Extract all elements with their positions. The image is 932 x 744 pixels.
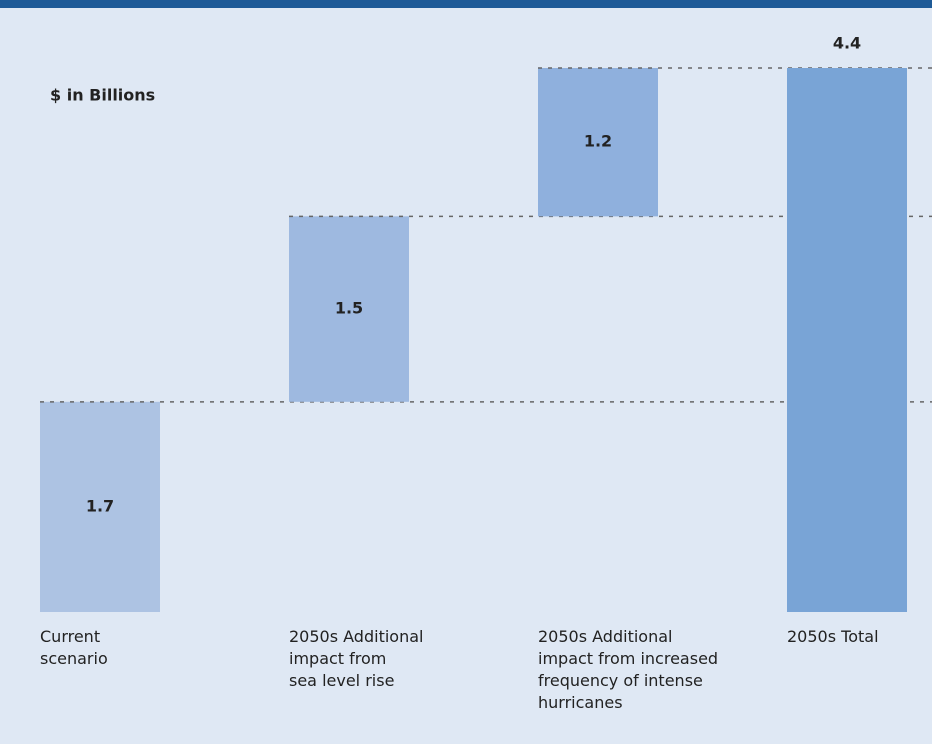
bar	[40, 401, 160, 612]
bar	[289, 216, 409, 402]
bar	[538, 68, 658, 217]
x-tick-label: 2050s Additional impact from sea level r…	[289, 627, 424, 690]
value-label: 4.4	[833, 34, 861, 53]
x-tick-label: 2050s Additional impact from increased f…	[538, 627, 719, 712]
bar	[787, 68, 907, 612]
value-label: 1.7	[86, 496, 114, 515]
value-label: 1.5	[335, 299, 363, 318]
header-bar	[0, 0, 932, 8]
value-label: 1.2	[584, 132, 612, 151]
x-tick-label: 2050s Total	[787, 627, 879, 646]
x-tick-label: Current scenario	[40, 627, 108, 668]
y-axis-label: $ in Billions	[50, 86, 155, 105]
